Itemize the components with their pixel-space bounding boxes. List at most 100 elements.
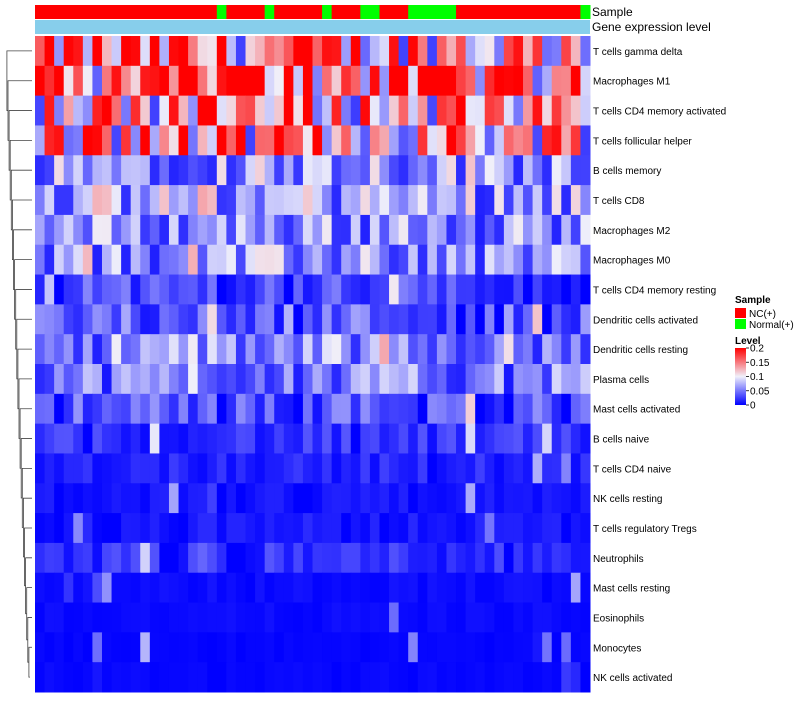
heatmap-cell (561, 423, 572, 454)
heatmap-cell (436, 632, 447, 663)
heatmap-cell (436, 155, 447, 186)
heatmap-cell (140, 214, 151, 246)
heatmap-cell (283, 483, 294, 514)
heatmap-cell (35, 393, 46, 425)
heatmap-cell (532, 334, 543, 365)
heatmap-cell (111, 274, 122, 305)
heatmap-cell (111, 513, 122, 544)
heatmap-cell (63, 214, 74, 246)
heatmap-cell (523, 185, 534, 216)
heatmap-cell (360, 542, 371, 574)
heatmap-cell (408, 95, 419, 126)
sample-annotation-cell (35, 5, 46, 19)
heatmap-cell (561, 483, 572, 514)
heatmap-cell (159, 572, 170, 604)
heatmap-cell (255, 334, 266, 365)
heatmap-cell (475, 185, 486, 216)
heatmap-cell (197, 542, 208, 574)
heatmap-cell (121, 423, 132, 454)
heatmap-cell (44, 185, 55, 216)
heatmap-cell (408, 662, 419, 693)
heatmap-cell (580, 214, 591, 246)
heatmap-cell (456, 125, 467, 156)
heatmap-cell (427, 632, 438, 663)
heatmap-cell (35, 304, 46, 335)
heatmap-cell (580, 513, 591, 544)
heatmap-cell (63, 36, 74, 67)
heatmap-cell (465, 155, 476, 186)
heatmap-cell (283, 214, 294, 246)
heatmap-cell (427, 393, 438, 425)
heatmap-cell (580, 453, 591, 484)
heatmap-cell (35, 155, 46, 186)
heatmap-cell (456, 364, 467, 395)
heatmap-cell (408, 65, 419, 97)
level-tick-label: 0.1 (750, 372, 764, 383)
heatmap-cell (350, 393, 361, 425)
heatmap-cell (293, 155, 304, 186)
heatmap-cell (580, 572, 591, 604)
heatmap-cell (149, 423, 160, 454)
heatmap-cell (379, 274, 390, 305)
heatmap-cell (542, 423, 553, 454)
heatmap-cell (465, 483, 476, 514)
heatmap-cell (168, 36, 180, 67)
heatmap-cell (312, 542, 323, 574)
heatmap-cell (140, 393, 151, 425)
heatmap-cell (542, 244, 553, 276)
heatmap-cell (274, 36, 285, 67)
heatmap-cell (561, 125, 572, 156)
heatmap-cell (283, 602, 294, 633)
heatmap-cell (312, 95, 323, 126)
heatmap-cell (73, 453, 84, 484)
heatmap-cell (73, 214, 84, 246)
sample-annotation-cell (580, 5, 591, 19)
heatmap-cell (494, 393, 505, 425)
heatmap-cell (341, 572, 352, 604)
heatmap-cell (188, 632, 199, 663)
heatmap-cell (283, 334, 294, 365)
heatmap-cell (532, 364, 543, 395)
heatmap-cell (331, 155, 342, 186)
heatmap-cell (44, 214, 55, 246)
sample-annotation-cell (494, 5, 505, 19)
heatmap-cell (207, 453, 218, 484)
heatmap-cell (446, 304, 457, 335)
heatmap-cell (54, 36, 65, 67)
heatmap-cell (513, 334, 524, 365)
heatmap-cell (360, 334, 371, 365)
heatmap-cell (379, 393, 390, 425)
heatmap-cell (35, 36, 46, 67)
heatmap-cell (503, 632, 514, 663)
heatmap-cell (255, 244, 266, 276)
heatmap-cell (417, 393, 428, 425)
sample-annotation-cell (54, 5, 65, 19)
heatmap-cell (436, 95, 447, 126)
row-label: T cells CD4 naive (593, 464, 672, 475)
heatmap-cell (188, 125, 199, 156)
heatmap-cell (92, 185, 103, 216)
heatmap-cell (274, 483, 285, 514)
heatmap-cell (331, 602, 342, 633)
heatmap-cell (149, 542, 160, 574)
heatmap-cell (73, 572, 84, 604)
heatmap-cell (322, 364, 333, 395)
heatmap-cell (331, 244, 342, 276)
heatmap-cell (427, 453, 438, 484)
heatmap-cell (484, 214, 495, 246)
heatmap-cell (54, 125, 65, 156)
heatmap-cell (140, 513, 151, 544)
heatmap-cell (561, 274, 572, 305)
heatmap-cell (226, 185, 237, 216)
heatmap-cell (341, 334, 352, 365)
heatmap-cell (92, 572, 103, 604)
heatmap-cell (168, 185, 180, 216)
heatmap-cell (503, 214, 514, 246)
heatmap-cell (54, 423, 65, 454)
heatmap-cell (54, 244, 65, 276)
heatmap-cell (226, 513, 237, 544)
heatmap-cell (570, 453, 581, 484)
sample-annotation-cell (264, 5, 275, 19)
sample-annotation-cell (216, 5, 227, 19)
heatmap-cell (283, 304, 294, 335)
